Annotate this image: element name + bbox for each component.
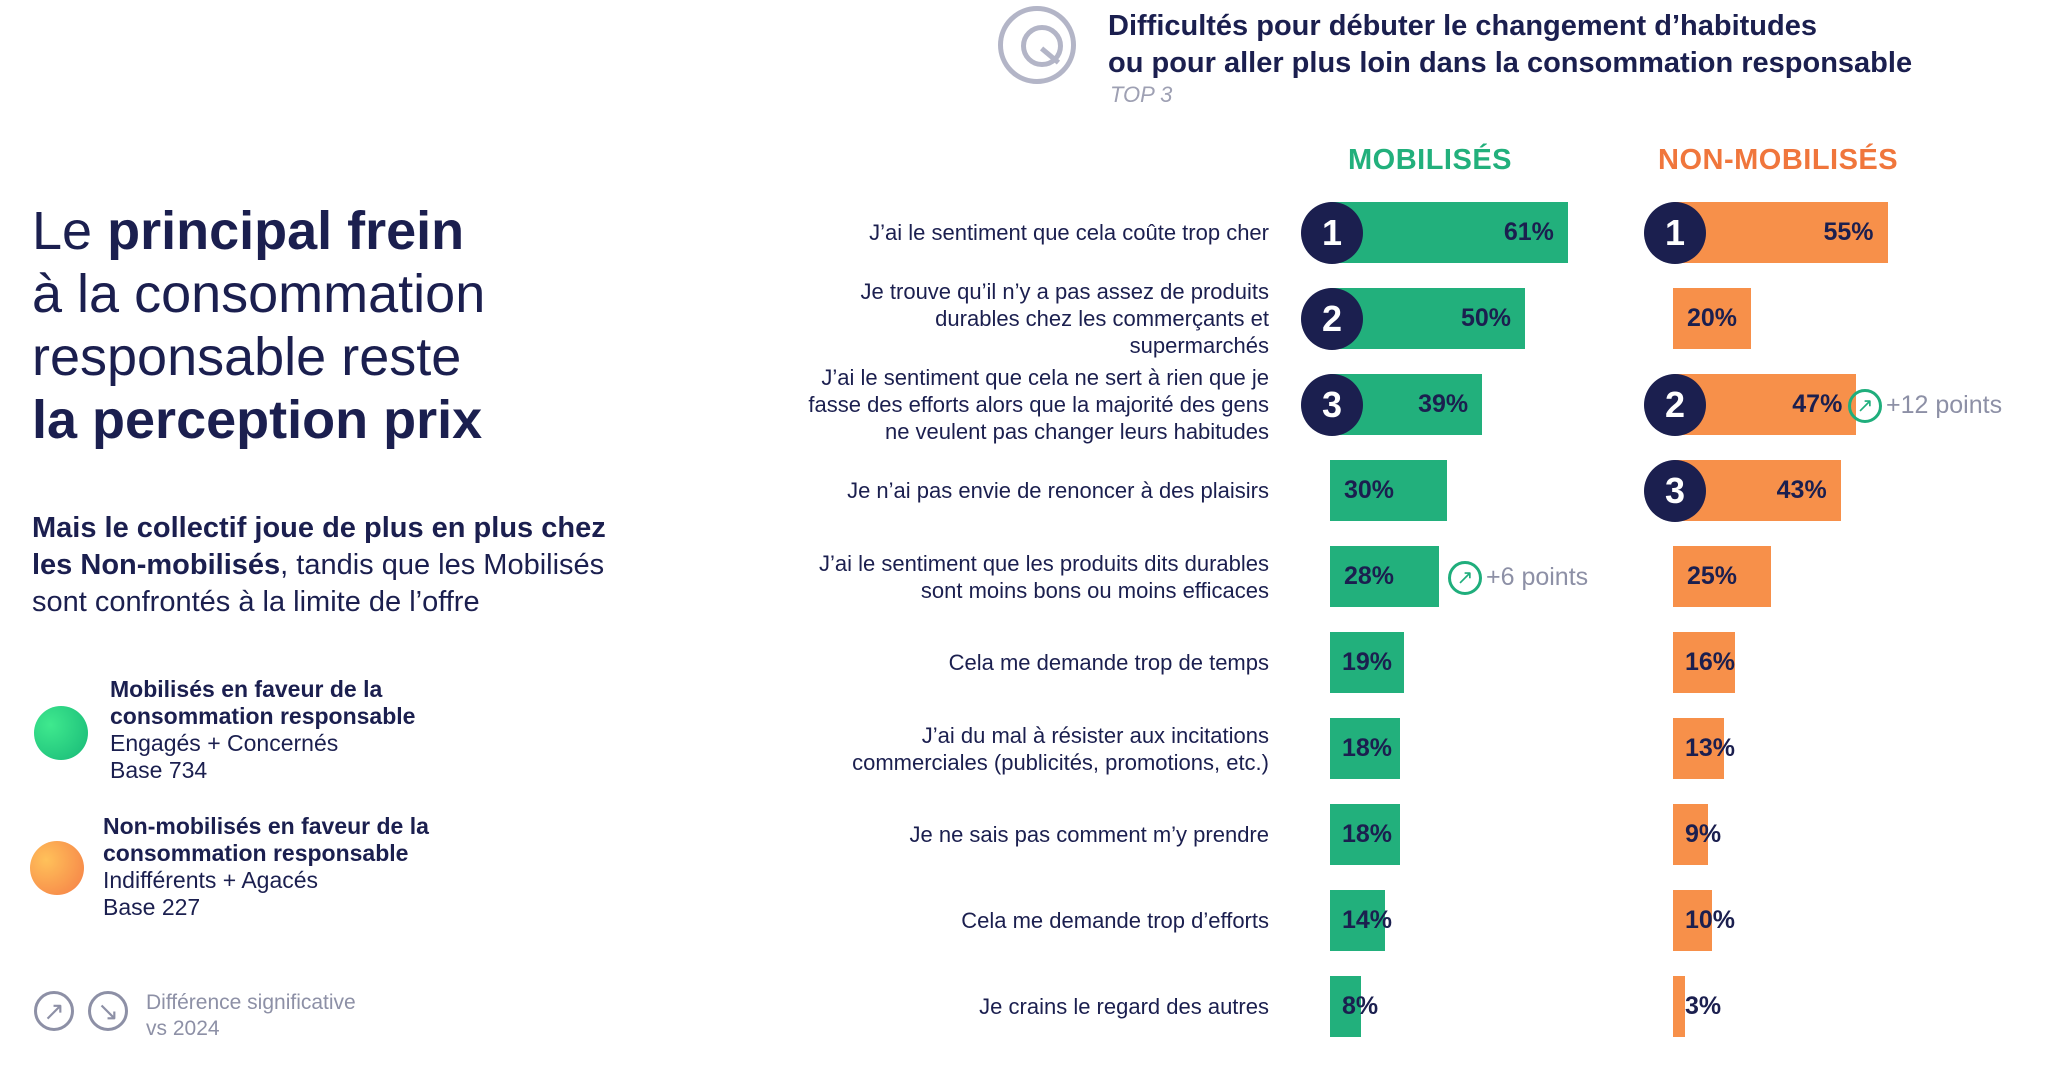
bar-mobilises <box>1330 718 1401 779</box>
category-label-line: fasse des efforts alors que la majorité … <box>808 392 1269 417</box>
headline: Le principal frein à la consommation res… <box>32 200 632 452</box>
significance-badge: ↗ +12 points <box>1848 388 2002 423</box>
rank-badge: 2 <box>1301 287 1363 350</box>
legend-detail: Indifférents + Agacés <box>103 867 319 893</box>
category-label-line: sont moins bons ou moins efficaces <box>920 577 1269 603</box>
category-label-line: J’ai le sentiment que les produits dits … <box>818 550 1269 576</box>
data-label: 61% <box>1503 218 1554 246</box>
legend-base: Base 734 <box>110 757 208 783</box>
data-label: 47% <box>1792 390 1843 418</box>
bar-mobilises <box>1330 546 1440 607</box>
data-label: 9% <box>1685 820 1722 848</box>
significance-value: +6 points <box>1486 562 1589 591</box>
bar-mobilises <box>1330 976 1362 1037</box>
category-label: Je crains le regard des autres <box>749 993 1269 1020</box>
category-label-line: J’ai du mal à résister aux incitations <box>921 722 1269 748</box>
category-label-line: Je crains le regard des autres <box>979 994 1269 1019</box>
data-label: 8% <box>1342 992 1379 1020</box>
data-label: 43% <box>1776 476 1827 504</box>
bar-mobilises <box>1330 804 1401 865</box>
data-label: 13% <box>1685 734 1736 762</box>
category-label-line: Cela me demande trop d’efforts <box>961 908 1269 933</box>
category-label: Je trouve qu’il n’y a pas assez de produ… <box>749 278 1269 359</box>
arrow-up-right-icon: ↗ <box>1448 560 1482 595</box>
arrow-down-right-icon: ↘ <box>88 991 128 1031</box>
bar-non-mobilises <box>1673 632 1736 693</box>
orange-dot-icon <box>30 841 84 895</box>
category-label: Je n’ai pas envie de renoncer à des plai… <box>749 477 1269 504</box>
legend-title-line: consommation responsable <box>110 703 416 729</box>
bar-non-mobilises <box>1673 546 1771 607</box>
category-label-line: Cela me demande trop de temps <box>948 650 1269 675</box>
category-label: Cela me demande trop d’efforts <box>749 907 1269 934</box>
bar-non-mobilises <box>1673 202 1888 263</box>
category-label-line: J’ai le sentiment que cela ne sert à rie… <box>821 365 1269 390</box>
arrow-up-right-icon: ↗ <box>1848 388 1882 423</box>
category-label-line: Je n’ai pas envie de renoncer à des plai… <box>847 478 1269 503</box>
category-label: J’ai le sentiment que les produits dits … <box>749 550 1269 604</box>
data-label: 28% <box>1344 562 1395 590</box>
data-label: 10% <box>1685 906 1736 934</box>
legend-title-line: Non-mobilisés en faveur de la <box>103 813 429 839</box>
category-label-line: supermarchés <box>1129 333 1269 358</box>
bar-mobilises <box>1330 890 1385 951</box>
legend-title-line: Mobilisés en faveur de la <box>110 676 383 702</box>
series-header-mobilises: MOBILISÉS <box>1348 144 1513 176</box>
question-subtitle: TOP 3 <box>1110 82 1173 107</box>
rank-badge: 1 <box>1644 201 1706 264</box>
data-label: 39% <box>1418 390 1469 418</box>
rank-badge: 2 <box>1644 373 1706 436</box>
q-icon <box>998 6 1076 84</box>
bar-mobilises <box>1330 632 1405 693</box>
bar-non-mobilises <box>1673 718 1724 779</box>
category-label-line: commerciales (publicités, promotions, et… <box>852 749 1269 775</box>
rank-badge: 3 <box>1644 459 1706 522</box>
data-label: 20% <box>1687 304 1738 332</box>
data-label: 30% <box>1344 476 1395 504</box>
category-label-line: ne veulent pas changer leurs habitudes <box>884 419 1269 444</box>
bar-mobilises <box>1330 460 1447 521</box>
category-label: Je ne sais pas comment m’y prendre <box>749 821 1270 848</box>
data-label: 16% <box>1685 648 1736 676</box>
data-label: 18% <box>1342 734 1393 762</box>
category-label: Cela me demande trop de temps <box>749 649 1269 676</box>
data-label: 18% <box>1342 820 1393 848</box>
rank-badge: 1 <box>1301 201 1363 264</box>
headline-line-2: à la consommation <box>32 264 486 324</box>
headline-line-3: responsable reste <box>32 327 462 387</box>
category-label: J’ai du mal à résister aux incitations co… <box>749 722 1269 776</box>
rank-badge: 3 <box>1301 373 1363 436</box>
bar-non-mobilises <box>1673 804 1709 865</box>
significance-value: +12 points <box>1886 390 2003 419</box>
significance-note: Différence significative vs 2024 <box>146 991 356 1040</box>
category-label-line: Je ne sais pas comment m’y prendre <box>909 822 1270 847</box>
bar-non-mobilises <box>1673 890 1712 951</box>
data-label: 3% <box>1685 992 1722 1020</box>
question-title: Difficultés pour débuter le changement d… <box>1108 10 1913 79</box>
headline-line-4: la perception prix <box>32 390 483 450</box>
legend-base: Base 227 <box>103 894 201 920</box>
data-label: 50% <box>1460 304 1511 332</box>
data-label: 14% <box>1342 906 1393 934</box>
data-label: 55% <box>1823 218 1874 246</box>
category-label-line: durables chez les commerçants et <box>935 306 1269 331</box>
headline-line-1: Le principal frein <box>32 201 465 261</box>
legend-title-line: consommation responsable <box>103 840 409 866</box>
legend-detail: Engagés + Concernés <box>110 730 339 756</box>
category-label-line: Je trouve qu’il n’y a pas assez de produ… <box>860 279 1269 304</box>
bar-non-mobilises <box>1673 288 1751 349</box>
arrow-up-right-icon: ↗ <box>34 991 74 1031</box>
bar-non-mobilises <box>1673 976 1685 1037</box>
significance-badge: ↗ +6 points <box>1448 560 1588 595</box>
subtext: Mais le collectif joue de plus en plus c… <box>32 512 606 618</box>
green-dot-icon <box>34 706 88 760</box>
category-label-line: J’ai le sentiment que cela coûte trop ch… <box>869 220 1269 245</box>
data-label: 19% <box>1342 648 1393 676</box>
series-header-non-mobilises: NON-MOBILISÉS <box>1658 144 1899 176</box>
bar-mobilises <box>1330 202 1568 263</box>
category-label: J’ai le sentiment que cela coûte trop ch… <box>749 219 1269 246</box>
category-label: J’ai le sentiment que cela ne sert à rie… <box>749 364 1269 445</box>
data-label: 25% <box>1687 562 1738 590</box>
